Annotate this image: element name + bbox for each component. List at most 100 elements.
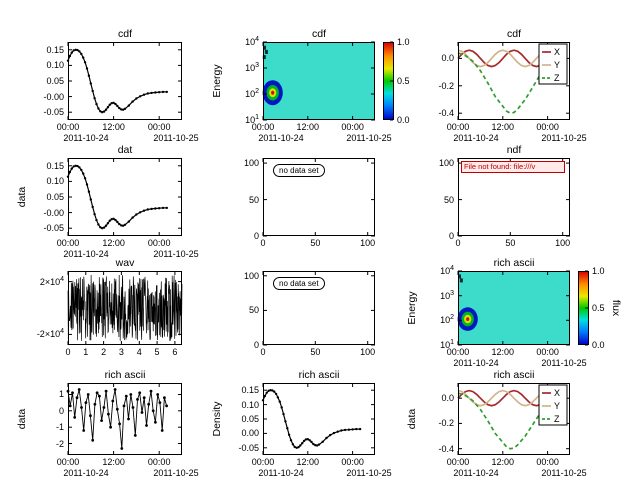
- x-axis-date: 2011-10-24: [63, 133, 109, 143]
- plot-area-richascii-density[interactable]: [261, 383, 375, 455]
- data-point: [147, 402, 151, 406]
- x-tick-label: 50: [310, 347, 321, 357]
- x-tick-label: 0: [455, 238, 461, 248]
- data-point: [131, 216, 134, 219]
- plot-area-richascii-spectrogram[interactable]: [457, 270, 570, 346]
- plot-area-richascii-xyz[interactable]: XYZ: [457, 383, 570, 455]
- data-point: [91, 438, 95, 442]
- x-axis-date: 2011-10-24: [453, 358, 499, 368]
- data-point: [127, 104, 130, 107]
- plot-border: [263, 271, 375, 345]
- data-point: [304, 438, 308, 441]
- data-point: [340, 429, 343, 432]
- x-tick-label: 12:00: [296, 122, 320, 132]
- data-point: [121, 224, 125, 227]
- data-point: [104, 224, 108, 227]
- x-tick-label: 12:00: [296, 457, 320, 467]
- y-tick-label: 0: [253, 340, 259, 350]
- plot-title: cdf: [311, 28, 326, 40]
- y-tick-label: 0.00: [241, 428, 259, 439]
- data-point: [121, 108, 125, 111]
- y-tick-label: 0.0: [441, 53, 454, 64]
- data-point: [278, 400, 281, 403]
- data-point: [74, 48, 77, 51]
- data-point: [95, 218, 98, 222]
- data-point: [265, 391, 268, 394]
- data-point: [122, 404, 126, 408]
- data-point: [165, 206, 168, 210]
- plot-area-dat-line[interactable]: [66, 158, 182, 236]
- y-tick-label: 50: [248, 194, 259, 205]
- y-tick-label: 1: [58, 389, 64, 400]
- data-point: [317, 443, 321, 446]
- x-axis-date: 2011-10-25: [541, 468, 587, 478]
- data-point: [161, 206, 165, 210]
- y-tick-label: -0.4: [438, 443, 454, 454]
- x-tick-label: 00:00: [536, 122, 559, 132]
- data-point: [68, 170, 72, 174]
- y-tick-label: 0.10: [241, 399, 259, 410]
- data-point: [276, 396, 280, 399]
- plot-title: dat: [117, 144, 133, 156]
- y-tick-label: -2: [55, 438, 64, 449]
- plot-area-no-data-2[interactable]: [262, 271, 375, 346]
- y-tick-label: 50: [248, 305, 259, 316]
- series-line: [67, 165, 167, 229]
- data-point: [83, 61, 87, 64]
- x-axis-date: 2011-10-25: [153, 468, 199, 478]
- x-tick-label: 00:00: [536, 457, 559, 467]
- data-point: [101, 227, 104, 230]
- data-point: [75, 396, 79, 400]
- spectrogram-speck: [262, 55, 266, 60]
- colorbar-tick-label: 0.0: [397, 115, 410, 125]
- data-point: [80, 168, 83, 172]
- plot-title: ndf: [506, 144, 522, 156]
- x-tick-label: 00:00: [251, 122, 275, 132]
- y-tick-label: 0.05: [46, 76, 64, 86]
- plot-title: rich ascii: [493, 257, 535, 269]
- plot-area-cdf-xyz[interactable]: XYZ: [457, 42, 570, 120]
- colorbar[interactable]: [578, 270, 590, 346]
- x-tick-label: 100: [555, 238, 571, 248]
- legend-label: Y: [554, 401, 560, 411]
- x-tick-label: 00:00: [56, 238, 80, 248]
- y-tick-label: 102: [245, 88, 259, 99]
- x-tick-label: 6: [172, 347, 178, 357]
- data-point: [150, 91, 153, 95]
- colorbar-tick-label: 1.0: [592, 266, 605, 276]
- y-tick-label: 104: [245, 36, 259, 47]
- data-point: [138, 391, 142, 395]
- data-point: [120, 224, 123, 227]
- plot-area-cdf-line[interactable]: [66, 42, 182, 120]
- data-point: [106, 222, 110, 225]
- colorbar-gradient: [578, 271, 589, 345]
- data-point: [286, 427, 289, 430]
- data-point: [98, 394, 101, 398]
- data-point: [301, 442, 304, 445]
- y-tick-label: -1: [55, 422, 64, 433]
- no-data-message: no data set: [273, 277, 325, 290]
- legend-label: X: [554, 388, 560, 398]
- data-point: [70, 167, 73, 170]
- plot-area-wav-waveform[interactable]: [67, 271, 183, 345]
- plot-border: [458, 383, 570, 455]
- data-point: [325, 436, 328, 440]
- data-point: [113, 388, 117, 391]
- data-point: [72, 49, 75, 52]
- data-point: [154, 207, 157, 210]
- plot-title: rich ascii: [104, 369, 146, 381]
- x-axis-date: 2011-10-24: [258, 133, 304, 143]
- plot-area-richascii-scatter[interactable]: [66, 383, 182, 455]
- x-axis-date: 2011-10-25: [346, 133, 392, 143]
- data-point: [145, 424, 148, 427]
- plot-area-cdf-spectrogram[interactable]: [262, 41, 375, 121]
- colorbar[interactable]: [383, 41, 395, 121]
- data-point: [135, 213, 138, 216]
- y-tick-label: 101: [245, 114, 259, 125]
- data-point: [82, 172, 85, 175]
- x-axis-date: 2011-10-24: [453, 133, 499, 143]
- y-tick-label: 102: [440, 314, 454, 326]
- y-tick-label: -0.05: [43, 223, 64, 234]
- plot-area-no-data-1[interactable]: [262, 158, 375, 237]
